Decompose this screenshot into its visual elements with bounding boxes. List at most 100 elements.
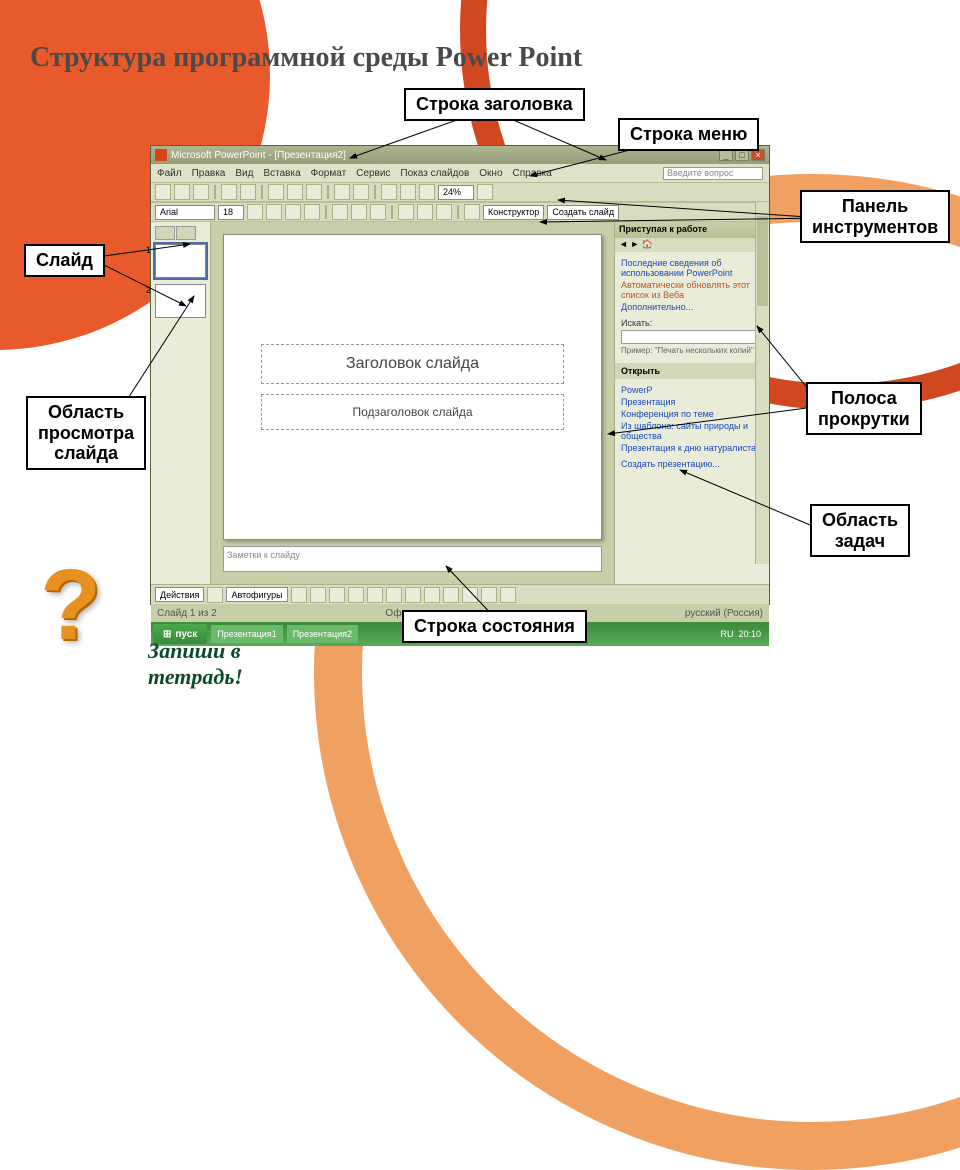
select-icon[interactable]	[207, 587, 223, 603]
task-pane[interactable]: Приступая к работе× ◄ ► 🏠 Последние свед…	[614, 222, 769, 584]
autoshapes-menu[interactable]: Автофигуры	[226, 587, 287, 602]
bullets-icon[interactable]	[398, 204, 414, 220]
close-button[interactable]: ×	[751, 149, 765, 161]
menu-item[interactable]: Сервис	[356, 168, 390, 179]
slide-editor[interactable]: Заголовок слайда Подзаголовок слайда	[223, 234, 602, 540]
task-open-header: Открыть	[615, 363, 769, 379]
task-nav[interactable]: ◄ ► 🏠	[615, 238, 769, 252]
recent-link[interactable]: Из шаблона: сайты природы и общества	[621, 421, 763, 441]
slides-tab[interactable]	[176, 226, 196, 240]
chart-icon[interactable]	[381, 184, 397, 200]
menu-item[interactable]: Вид	[235, 168, 253, 179]
minimize-button[interactable]: _	[719, 149, 733, 161]
undo-icon[interactable]	[334, 184, 350, 200]
notes-pane[interactable]: Заметки к слайду	[223, 546, 602, 572]
slide-canvas[interactable]: Заголовок слайда Подзаголовок слайда Зам…	[211, 222, 614, 584]
open-icon[interactable]	[174, 184, 190, 200]
formatting-toolbar[interactable]: Arial 18 Конструктор Создать слайд	[151, 202, 769, 222]
oval-icon[interactable]	[348, 587, 364, 603]
menu-bar[interactable]: Файл Правка Вид Вставка Формат Сервис По…	[151, 164, 769, 182]
recent-link[interactable]: Презентация	[621, 397, 763, 407]
task-search-input[interactable]	[621, 330, 763, 344]
designer-button[interactable]: Конструктор	[483, 205, 544, 220]
task-link[interactable]: Последние сведения об использовании Powe…	[621, 258, 763, 278]
callout-menubar: Строка меню	[618, 118, 759, 151]
page-title: Структура программной среды Power Point	[30, 42, 582, 74]
paste-icon[interactable]	[306, 184, 322, 200]
question-mark-icon: ?	[40, 560, 101, 650]
thumbnail-1[interactable]: 1	[155, 244, 206, 278]
system-tray[interactable]: RU 20:10	[714, 629, 767, 639]
new-presentation-link[interactable]: Создать презентацию...	[621, 459, 763, 469]
scrollbar-thumb[interactable]	[757, 216, 768, 306]
status-lang: русский (Россия)	[685, 608, 763, 619]
task-link[interactable]: Дополнительно...	[621, 302, 763, 312]
search-label: Искать:	[621, 318, 763, 328]
zoom-select[interactable]: 24%	[438, 185, 474, 200]
vertical-scrollbar[interactable]	[755, 202, 769, 564]
underline-icon[interactable]	[285, 204, 301, 220]
redo-icon[interactable]	[353, 184, 369, 200]
decrease-font-icon[interactable]	[436, 204, 452, 220]
maximize-button[interactable]: □	[735, 149, 749, 161]
subtitle-placeholder[interactable]: Подзаголовок слайда	[261, 394, 564, 430]
line-color-icon[interactable]	[443, 587, 459, 603]
thumbnail-2[interactable]: 2	[155, 284, 206, 318]
line-icon[interactable]	[291, 587, 307, 603]
slide-thumbnails-panel[interactable]: 1 2	[151, 222, 211, 584]
italic-icon[interactable]	[266, 204, 282, 220]
3d-style-icon[interactable]	[500, 587, 516, 603]
recent-link[interactable]: PowerP	[621, 385, 763, 395]
new-slide-button[interactable]: Создать слайд	[547, 205, 619, 220]
ask-question-input[interactable]: Введите вопрос	[663, 167, 763, 180]
callout-slide: Слайд	[24, 244, 105, 277]
font-color-icon[interactable]	[464, 204, 480, 220]
menu-item[interactable]: Формат	[311, 168, 347, 179]
menu-item[interactable]: Файл	[157, 168, 182, 179]
menu-item[interactable]: Окно	[479, 168, 502, 179]
question-figure: ?	[40, 560, 101, 650]
recent-link[interactable]: Конференция по теме	[621, 409, 763, 419]
increase-font-icon[interactable]	[417, 204, 433, 220]
note-text: Запиши в тетрадь!	[148, 638, 243, 690]
cut-icon[interactable]	[268, 184, 284, 200]
table-icon[interactable]	[400, 184, 416, 200]
standard-toolbar[interactable]: 24%	[151, 182, 769, 202]
fill-color-icon[interactable]	[424, 587, 440, 603]
search-hint: Пример: "Печать нескольких копий"	[621, 346, 763, 355]
preview-icon[interactable]	[240, 184, 256, 200]
shadow-icon[interactable]	[304, 204, 320, 220]
align-center-icon[interactable]	[351, 204, 367, 220]
save-icon[interactable]	[193, 184, 209, 200]
help-icon[interactable]	[477, 184, 493, 200]
menu-item[interactable]: Справка	[513, 168, 552, 179]
window-title-text: Microsoft PowerPoint - [Презентация2]	[171, 150, 346, 161]
font-select[interactable]: Arial	[155, 205, 215, 220]
fontsize-select[interactable]: 18	[218, 205, 244, 220]
print-icon[interactable]	[221, 184, 237, 200]
taskbar-app[interactable]: Презентация2	[287, 625, 358, 643]
align-right-icon[interactable]	[370, 204, 386, 220]
clipart-icon[interactable]	[405, 587, 421, 603]
textbox-icon[interactable]	[367, 587, 383, 603]
menu-item[interactable]: Показ слайдов	[400, 168, 469, 179]
bold-icon[interactable]	[247, 204, 263, 220]
align-left-icon[interactable]	[332, 204, 348, 220]
shadow-style-icon[interactable]	[481, 587, 497, 603]
status-slide-num: Слайд 1 из 2	[157, 608, 217, 619]
new-icon[interactable]	[155, 184, 171, 200]
menu-item[interactable]: Правка	[192, 168, 226, 179]
arrow-icon[interactable]	[310, 587, 326, 603]
outline-tab[interactable]	[155, 226, 175, 240]
recent-link[interactable]: Презентация к дню натуралиста	[621, 443, 763, 453]
wordart-icon[interactable]	[386, 587, 402, 603]
font-color-icon[interactable]	[462, 587, 478, 603]
title-placeholder[interactable]: Заголовок слайда	[261, 344, 564, 384]
copy-icon[interactable]	[287, 184, 303, 200]
rectangle-icon[interactable]	[329, 587, 345, 603]
menu-item[interactable]: Вставка	[263, 168, 300, 179]
draw-menu[interactable]: Действия	[155, 587, 204, 602]
drawing-toolbar[interactable]: Действия Автофигуры	[151, 584, 769, 604]
task-link[interactable]: Автоматически обновлять этот список из В…	[621, 280, 763, 300]
hyperlink-icon[interactable]	[419, 184, 435, 200]
